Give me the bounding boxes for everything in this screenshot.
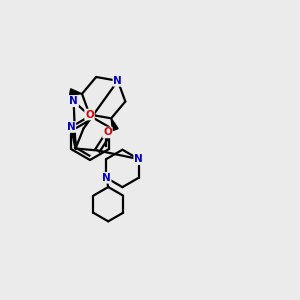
Text: O: O	[103, 128, 112, 137]
Polygon shape	[70, 89, 82, 95]
Text: N: N	[113, 76, 122, 86]
Polygon shape	[111, 118, 118, 130]
Text: N: N	[102, 173, 111, 183]
Text: N: N	[69, 96, 78, 106]
Text: O: O	[85, 110, 94, 119]
Text: N: N	[67, 122, 75, 132]
Text: N: N	[134, 154, 143, 164]
